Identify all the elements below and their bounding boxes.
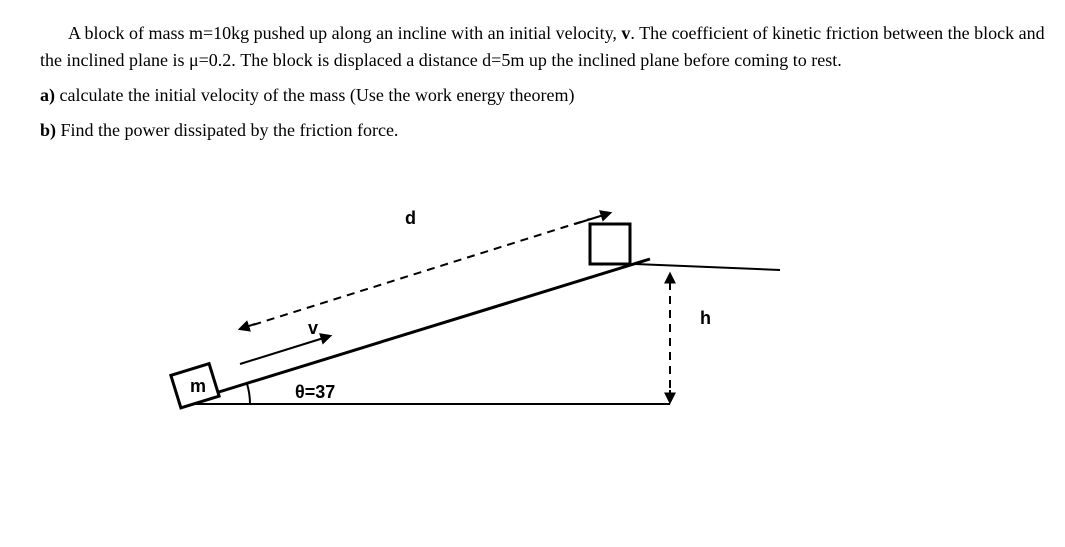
velocity-label: v	[308, 318, 318, 338]
part-a: a) calculate the initial velocity of the…	[40, 82, 1045, 109]
velocity-arrow	[240, 336, 330, 364]
part-a-text: calculate the initial velocity of the ma…	[55, 85, 575, 105]
mass-label: m	[190, 376, 206, 396]
angle-arc	[247, 383, 250, 404]
diagram: θ=37 m v d h	[140, 174, 1045, 439]
incline-line	[180, 259, 650, 404]
plateau-line	[635, 264, 780, 270]
problem-intro: A block of mass m=10kg pushed up along a…	[40, 20, 1045, 74]
part-a-label: a)	[40, 85, 55, 105]
part-b-label: b)	[40, 120, 56, 140]
incline-diagram: θ=37 m v d h	[140, 174, 780, 434]
distance-arrow-right	[575, 213, 610, 224]
part-b-text: Find the power dissipated by the frictio…	[56, 120, 398, 140]
block-top	[590, 224, 630, 264]
part-b: b) Find the power dissipated by the fric…	[40, 117, 1045, 144]
distance-label: d	[405, 208, 416, 228]
theta-label: θ=37	[295, 382, 335, 402]
distance-dash	[240, 219, 590, 329]
intro-text: A block of mass m=10kg pushed up along a…	[68, 23, 621, 43]
height-label: h	[700, 308, 711, 328]
distance-arrow-left	[240, 324, 255, 329]
